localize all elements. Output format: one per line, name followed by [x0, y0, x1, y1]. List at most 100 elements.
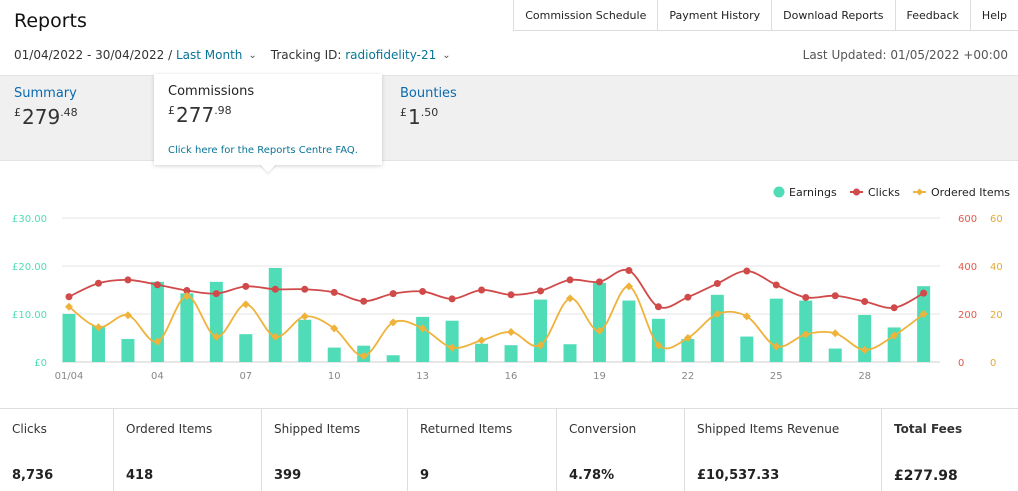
x-axis-tick: 04	[151, 371, 164, 382]
clicks-point	[654, 303, 662, 311]
clicks-point	[330, 288, 338, 296]
left-axis-tick: £20.00	[12, 262, 47, 273]
ordered-items-point	[300, 312, 309, 321]
ordered-items-point	[94, 323, 103, 332]
stat-returned-items: Returned Items 9	[408, 409, 557, 491]
clicks-point	[713, 280, 721, 288]
last-updated: Last Updated: 01/05/2022 +00:00	[802, 48, 1008, 62]
clicks-point	[625, 267, 633, 275]
chevron-down-icon[interactable]: ⌄	[248, 49, 257, 61]
ordered-items-point	[713, 310, 722, 318]
clicks-point	[419, 287, 427, 295]
clicks-point	[743, 267, 751, 275]
clicks-point	[242, 282, 250, 290]
tracking-id-label: Tracking ID:	[270, 48, 342, 62]
earnings-bar	[268, 267, 282, 362]
earnings-bar	[298, 319, 312, 362]
commission-schedule-button[interactable]: Commission Schedule	[514, 0, 659, 30]
ordered-items-point	[448, 343, 457, 352]
earnings-bar	[121, 338, 135, 362]
clicks-point	[153, 281, 161, 289]
ordered-items-point	[595, 326, 604, 335]
earnings-bar	[651, 318, 665, 362]
ordered-items-point	[330, 324, 339, 333]
ordered-items-point	[890, 331, 899, 340]
summary-amount: £279.48	[14, 105, 78, 129]
stat-shipped-items-revenue: Shipped Items Revenue £10,537.33	[685, 409, 882, 491]
feedback-button[interactable]: Feedback	[896, 0, 971, 30]
earnings-bar	[681, 338, 695, 362]
ordered-items-point	[271, 332, 280, 341]
earnings-bar	[534, 299, 548, 362]
ordered-items-point	[919, 310, 928, 318]
clicks-point	[478, 286, 486, 294]
clicks-point	[890, 304, 898, 312]
stat-clicks: Clicks 8,736	[0, 409, 114, 491]
x-axis-tick: 07	[239, 371, 252, 382]
period-selector[interactable]: Last Month	[175, 48, 243, 62]
left-axis-tick: £0	[34, 358, 47, 369]
date-range: 01/04/2022 - 30/04/2022 /	[14, 48, 173, 62]
earnings-bar	[445, 320, 459, 362]
ordered-items-point	[182, 292, 191, 300]
summary-band: Summary £279.48 Bounties £1.50	[0, 75, 1018, 161]
clicks-point	[65, 293, 73, 301]
legend-items-marker	[916, 188, 923, 196]
stat-total-fees: Total Fees £277.98	[894, 422, 963, 484]
left-axis-tick: £10.00	[12, 310, 47, 321]
ordered-items-point	[654, 341, 663, 350]
ordered-items-point	[801, 330, 810, 339]
bounties-tab[interactable]: Bounties	[400, 86, 457, 101]
summary-tab[interactable]: Summary	[14, 86, 77, 101]
ordered-items-point	[507, 328, 516, 336]
clicks-line	[68, 268, 925, 309]
stat-conversion: Conversion 4.78%	[557, 409, 685, 491]
clicks-point	[183, 286, 191, 294]
ordered-items-point	[153, 337, 162, 346]
x-axis-tick: 13	[416, 371, 429, 382]
help-button[interactable]: Help	[981, 8, 1007, 22]
tracking-id-selector[interactable]: radiofidelity-21	[345, 48, 437, 62]
reports-faq-link[interactable]: Click here for the Reports Centre FAQ.	[168, 145, 358, 156]
top-navigation: Commission Schedule Payment History Down…	[513, 0, 1018, 31]
chevron-down-icon[interactable]: ⌄	[442, 49, 451, 61]
active-tile-pointer	[260, 164, 276, 173]
ordered-items-point	[536, 341, 545, 350]
ordered-items-point	[212, 332, 221, 341]
payment-history-button[interactable]: Payment History	[658, 0, 773, 30]
earnings-bar	[504, 345, 518, 362]
ordered-items-point	[831, 329, 840, 338]
clicks-point	[360, 297, 368, 305]
x-axis-tick: 19	[593, 371, 606, 382]
report-filters: 01/04/2022 - 30/04/2022 / Last Month ⌄ T…	[14, 48, 451, 62]
items-axis-tick: 60	[990, 214, 1003, 225]
earnings-bar	[828, 348, 842, 362]
clicks-point	[802, 293, 810, 301]
download-reports-button[interactable]: Download Reports	[772, 0, 896, 30]
clicks-point	[684, 293, 692, 301]
clicks-point	[831, 292, 839, 300]
earnings-bar	[416, 316, 430, 362]
clicks-point	[507, 291, 515, 299]
page-title: Reports	[14, 10, 87, 32]
ordered-items-point	[742, 312, 751, 321]
ordered-items-point	[123, 311, 132, 320]
clicks-point	[566, 276, 574, 284]
ordered-items-point	[359, 352, 368, 360]
earnings-bar	[150, 281, 164, 362]
ordered-items-point	[389, 318, 398, 327]
stats-bar: Clicks 8,736 Ordered Items 418 Shipped I…	[0, 408, 1018, 491]
clicks-point	[595, 278, 603, 286]
x-axis-tick: 28	[858, 371, 871, 382]
ordered-items-point	[624, 282, 633, 291]
commissions-tab[interactable]: Commissions	[168, 84, 255, 99]
earnings-bar	[769, 298, 783, 362]
clicks-axis-tick: 600	[958, 214, 977, 225]
commissions-tile[interactable]: Commissions £277.98 Click here for the R…	[154, 74, 382, 165]
bounties-tile[interactable]: Bounties £1.50	[400, 76, 457, 129]
ordered-items-line	[68, 285, 925, 357]
x-axis-tick: 22	[682, 371, 695, 382]
clicks-point	[389, 290, 397, 298]
earnings-bar	[858, 314, 872, 362]
summary-tile[interactable]: Summary £279.48	[14, 76, 78, 129]
